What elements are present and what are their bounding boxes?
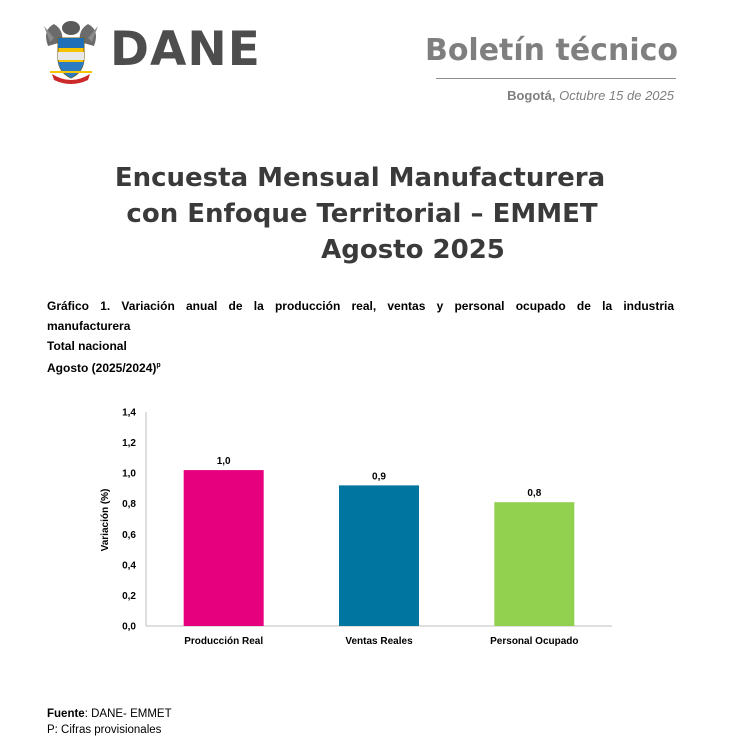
y-tick-label: 0,2 xyxy=(122,591,136,602)
source-label: Fuente xyxy=(47,708,85,720)
caption-line-4: Agosto (2025/2024)p xyxy=(47,356,674,378)
y-tick-label: 1,0 xyxy=(122,469,136,480)
y-tick-label: 0,4 xyxy=(122,560,136,571)
document-type-title: Boletín técnico xyxy=(424,33,678,68)
x-category-label: Producción Real xyxy=(184,636,263,647)
y-axis-ticks: 0,0 0,2 0,4 0,6 0,8 1,0 1,2 1,4 xyxy=(122,408,136,633)
caption-line-1: Gráfico 1. Variación anual de la producc… xyxy=(47,299,674,313)
y-tick-label: 1,2 xyxy=(122,438,136,449)
caption-line-2: manufacturera xyxy=(47,319,131,333)
bars: 1,0 Producción Real 0,9 Ventas Reales 0,8 Per… xyxy=(183,456,579,647)
title-line-2: con Enfoque Territorial – EMMET xyxy=(126,199,598,229)
y-tick-label: 0,0 xyxy=(122,622,136,633)
dane-logo: DANE xyxy=(40,16,260,86)
x-category-label: Personal Ocupado xyxy=(490,636,578,647)
bar-personal-ocupado xyxy=(494,502,575,626)
header-divider xyxy=(436,78,676,79)
data-label: 0,9 xyxy=(372,471,386,482)
caption-period: Agosto (2025/2024) xyxy=(47,361,157,375)
footer-notes: Fuente: DANE- EMMET P: Cifras provisiona… xyxy=(47,706,172,738)
y-tick-label: 1,4 xyxy=(122,408,136,419)
title-line-3: Agosto 2025 xyxy=(321,235,505,265)
bar-ventas-reales xyxy=(339,485,419,626)
bar-producci-n-real xyxy=(183,470,264,626)
chart-caption: Gráfico 1. Variación anual de la producc… xyxy=(47,296,674,378)
caption-provisional-mark: p xyxy=(156,362,161,369)
page-title: Encuesta Mensual Manufacturera con Enfoq… xyxy=(0,160,736,268)
publication-date-line: Bogotá, Octubre 15 de 2025 xyxy=(507,88,674,103)
data-label: 0,8 xyxy=(527,488,541,499)
bar-chart: 0,0 0,2 0,4 0,6 0,8 1,0 1,2 1,4 1,0 Producción R… xyxy=(100,408,612,647)
publication-city: Bogotá, xyxy=(507,88,556,103)
data-label: 1,0 xyxy=(217,456,231,467)
y-tick-label: 0,6 xyxy=(122,530,136,541)
x-category-label: Ventas Reales xyxy=(345,636,413,647)
coat-of-arms-icon xyxy=(44,21,98,84)
source-note: Fuente: DANE- EMMET xyxy=(47,706,172,722)
brand-name: DANE xyxy=(110,22,261,77)
title-line-1: Encuesta Mensual Manufacturera xyxy=(114,163,606,193)
y-axis-title: Variación (%) xyxy=(100,489,111,552)
source-text: : DANE- EMMET xyxy=(84,708,172,720)
y-tick-label: 0,8 xyxy=(122,499,136,510)
caption-line-3: Total nacional xyxy=(47,339,127,353)
provisional-note: P: Cifras provisionales xyxy=(47,724,162,736)
publication-date: Octubre 15 de 2025 xyxy=(559,88,674,103)
